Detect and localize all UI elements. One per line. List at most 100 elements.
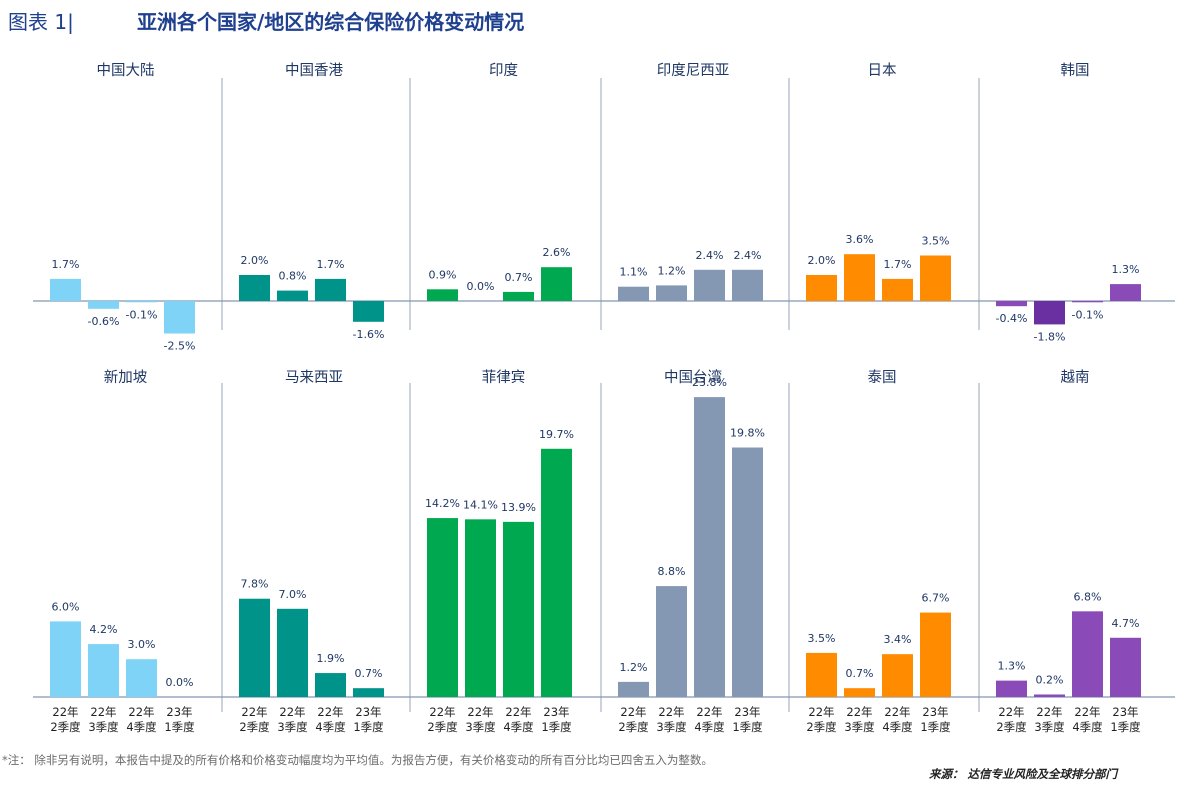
bar	[315, 673, 346, 697]
bar	[50, 621, 81, 697]
data-label: 13.9%	[501, 501, 536, 514]
category-label-year: 22年	[505, 705, 531, 719]
category-label-year: 23年	[734, 705, 760, 719]
bar	[882, 278, 913, 301]
category-label-year: 23年	[922, 705, 948, 719]
category-label-year: 22年	[1036, 705, 1062, 719]
footnote: *注： 除非另有说明，本报告中提及的所有价格和价格变动幅度均为平均值。为报告方便…	[2, 753, 713, 767]
category-label-quarter: 4季度	[315, 720, 346, 734]
category-label-quarter: 3季度	[1034, 720, 1065, 734]
bar	[353, 301, 384, 322]
category-label-year: 22年	[620, 705, 646, 719]
bar	[920, 612, 951, 697]
bar	[732, 269, 763, 301]
data-label: 0.0%	[166, 676, 194, 689]
bar	[618, 286, 649, 301]
panel-title: 中国大陆	[97, 62, 155, 79]
data-label: 2.4%	[696, 249, 724, 262]
bar	[618, 681, 649, 697]
category-label-year: 23年	[166, 705, 192, 719]
bar	[844, 254, 875, 301]
data-label: 3.4%	[884, 633, 912, 646]
category-label-quarter: 1季度	[541, 720, 572, 734]
bar	[1110, 637, 1141, 697]
chart-title: 亚洲各个国家/地区的综合保险价格变动情况	[137, 10, 525, 34]
data-label: 1.3%	[1112, 263, 1140, 276]
bar	[694, 397, 725, 697]
category-label-year: 22年	[846, 705, 872, 719]
data-label: 2.0%	[241, 254, 269, 267]
bar	[503, 291, 534, 301]
bar	[806, 275, 837, 301]
data-label: 7.8%	[241, 578, 269, 591]
category-label-year: 23年	[543, 705, 569, 719]
data-label: -0.6%	[88, 315, 120, 328]
category-label-year: 22年	[884, 705, 910, 719]
category-label-quarter: 2季度	[996, 720, 1027, 734]
data-label: 14.2%	[425, 497, 460, 510]
data-label: 0.2%	[1036, 673, 1064, 686]
data-label: 3.0%	[128, 638, 156, 651]
panel-title: 韩国	[1061, 62, 1090, 79]
category-label-year: 22年	[808, 705, 834, 719]
category-label-quarter: 2季度	[806, 720, 837, 734]
category-label-quarter: 1季度	[353, 720, 384, 734]
category-label-quarter: 4季度	[694, 720, 725, 734]
data-label: 3.6%	[846, 233, 874, 246]
data-label: -0.1%	[126, 308, 158, 321]
category-label-quarter: 2季度	[427, 720, 458, 734]
data-label: -0.1%	[1072, 308, 1104, 321]
category-label-quarter: 1季度	[164, 720, 195, 734]
data-label: 23.8%	[692, 376, 727, 389]
bar	[88, 644, 119, 697]
data-label: 1.1%	[620, 266, 648, 279]
category-label-quarter: 4季度	[503, 720, 534, 734]
data-label: 3.5%	[808, 632, 836, 645]
category-label-quarter: 1季度	[1110, 720, 1141, 734]
data-label: 1.2%	[620, 661, 648, 674]
category-label-quarter: 2季度	[618, 720, 649, 734]
data-label: -2.5%	[164, 340, 196, 353]
bar	[126, 301, 157, 303]
category-label-year: 22年	[998, 705, 1024, 719]
data-label: 8.8%	[658, 565, 686, 578]
panel-title: 印度	[489, 62, 518, 79]
data-label: -0.4%	[996, 312, 1028, 325]
data-label: 4.2%	[90, 623, 118, 636]
category-label-quarter: 2季度	[50, 720, 81, 734]
bar	[465, 519, 496, 697]
bar	[541, 448, 572, 697]
category-label-year: 22年	[467, 705, 493, 719]
category-label-quarter: 4季度	[1072, 720, 1103, 734]
data-label: 4.7%	[1112, 617, 1140, 630]
bar	[806, 652, 837, 697]
category-label-quarter: 4季度	[126, 720, 157, 734]
data-label: 7.0%	[279, 588, 307, 601]
category-label-quarter: 3季度	[277, 720, 308, 734]
bar	[503, 521, 534, 697]
bar	[239, 275, 270, 301]
bar	[1034, 694, 1065, 697]
panel-title: 越南	[1061, 369, 1090, 386]
bar	[1072, 301, 1103, 303]
category-label-year: 22年	[317, 705, 343, 719]
category-label-quarter: 3季度	[465, 720, 496, 734]
category-label-year: 23年	[355, 705, 381, 719]
bar	[277, 608, 308, 697]
data-label: 1.7%	[52, 258, 80, 271]
bar-chart-grid: 中国大陆 1.7% -0.6% -0.1% -2.5% 中国香港 2.0% 0.8% 1.7% -…	[33, 62, 1175, 734]
bar	[656, 586, 687, 697]
data-label: 1.7%	[317, 258, 345, 271]
data-label: 1.2%	[658, 264, 686, 277]
bar	[277, 290, 308, 301]
bar	[427, 289, 458, 301]
data-label: 19.8%	[730, 427, 765, 440]
panel-title: 印度尼西亚	[657, 62, 730, 79]
data-label: -1.8%	[1034, 330, 1066, 343]
source-note: 来源： 达信专业风险及全球排分部门	[928, 767, 1117, 781]
bar	[920, 255, 951, 301]
category-label-year: 22年	[279, 705, 305, 719]
panel-title: 日本	[868, 62, 897, 79]
category-label-year: 22年	[241, 705, 267, 719]
data-label: 6.7%	[922, 592, 950, 605]
